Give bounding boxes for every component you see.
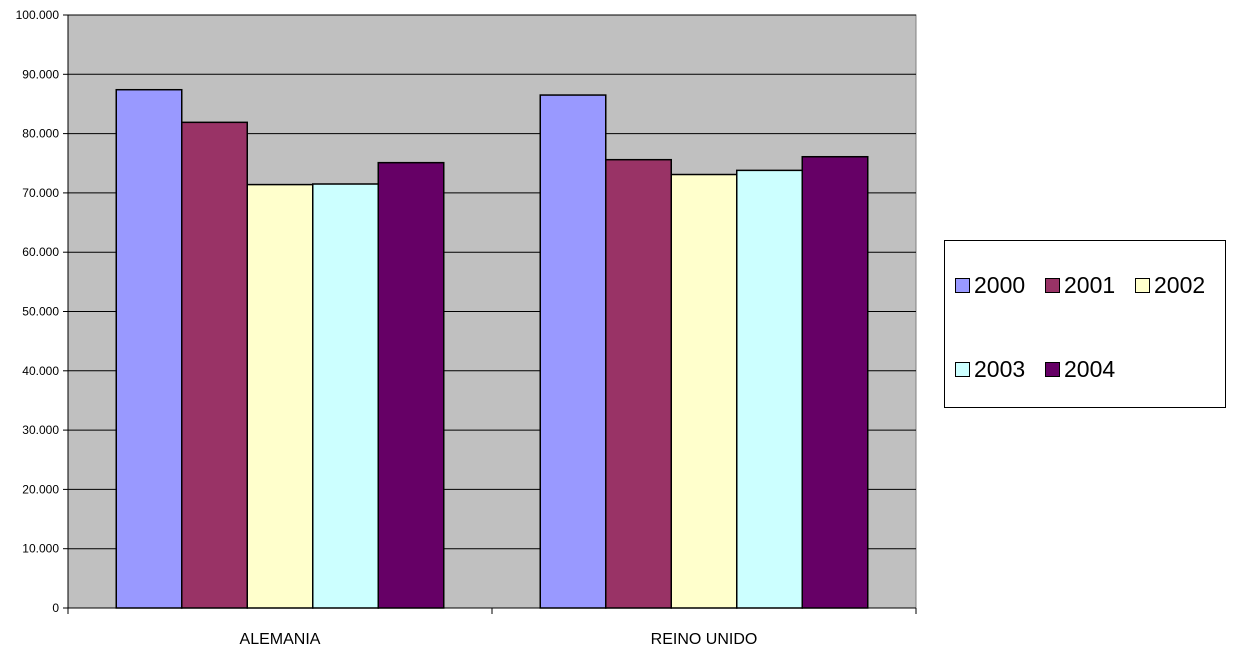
y-tick-label: 0: [52, 601, 59, 615]
legend-swatch: [955, 361, 970, 377]
bar-2001-0: [181, 121, 248, 609]
bar-2004-1: [801, 155, 869, 609]
x-tick-labels: ALEMANIA REINO UNIDO: [240, 631, 758, 648]
legend-swatch: [1135, 277, 1150, 293]
y-tick-label: 60.000: [22, 245, 59, 259]
y-tick-labels: 0 10.000 20.000 30.000 40.000 50.000 60.000 70.…: [16, 8, 60, 615]
legend-item-2004: 2004: [1045, 356, 1115, 382]
bar-2001-1: [605, 158, 672, 609]
legend-item-2003: 2003: [955, 356, 1025, 382]
legend-label: 2004: [1064, 355, 1116, 382]
legend-swatch: [1045, 277, 1060, 293]
y-tick-label: 90.000: [22, 67, 59, 81]
bar-2000-1: [539, 94, 607, 609]
y-tick-label: 30.000: [22, 423, 59, 437]
legend-label: 2002: [1154, 271, 1206, 298]
legend-item-2001: 2001: [1045, 272, 1115, 298]
bar-2000-0: [115, 88, 183, 609]
legend-label: 2000: [974, 271, 1026, 298]
y-tick-label: 100.000: [16, 8, 60, 22]
legend-item-2002: 2002: [1135, 272, 1205, 298]
legend-item-2000: 2000: [955, 272, 1025, 298]
legend-swatch: [1045, 361, 1060, 377]
bar-2003-1: [736, 169, 803, 609]
legend-label: 2001: [1064, 271, 1116, 298]
y-tick-label: 80.000: [22, 127, 59, 141]
y-tick-label: 40.000: [22, 364, 59, 378]
bar-2003-0: [312, 183, 379, 609]
legend: 2000 2001 2002 2003 2004: [944, 240, 1226, 408]
x-tick-label: ALEMANIA: [240, 631, 321, 648]
bar-2002-1: [670, 173, 738, 609]
legend-swatch: [955, 277, 970, 293]
y-tick-label: 20.000: [22, 482, 59, 496]
legend-label: 2003: [974, 355, 1026, 382]
axes: [63, 14, 917, 614]
y-tick-label: 70.000: [22, 186, 59, 200]
x-tick-label: REINO UNIDO: [651, 631, 758, 648]
bar-2002-0: [246, 183, 314, 609]
y-tick-label: 50.000: [22, 305, 59, 319]
bar-2004-0: [377, 161, 445, 609]
y-tick-label: 10.000: [22, 542, 59, 556]
